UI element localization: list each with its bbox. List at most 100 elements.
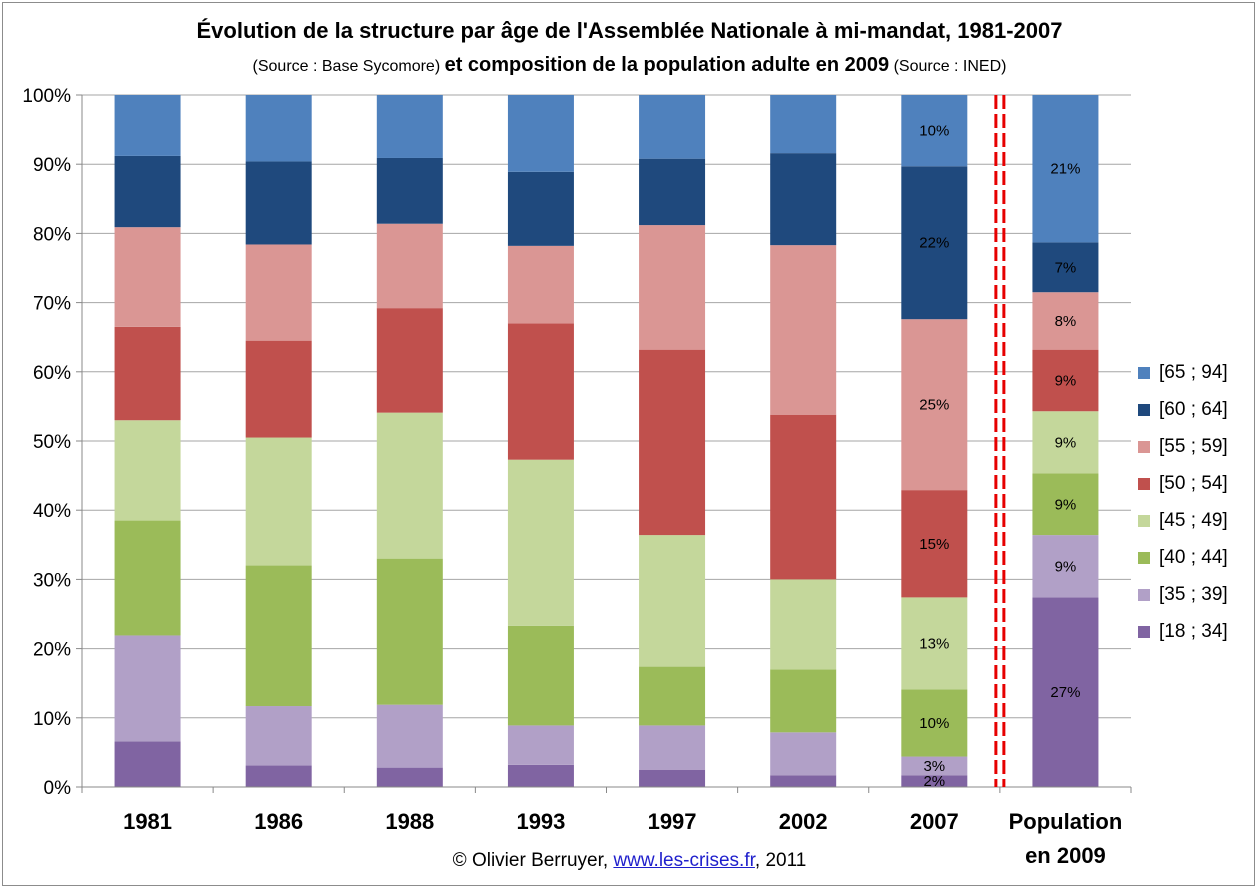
- axes: 0% 10% 20% 30% 40% 50% 60% 70% 80% 90% 100% 1981 198…: [22, 86, 1132, 868]
- bar-segment: [376, 704, 443, 768]
- bar-segment: [639, 95, 706, 159]
- legend-label: [65 ; 94]: [1159, 361, 1228, 383]
- bar-segment: [245, 244, 312, 341]
- data-label: 15%: [919, 536, 949, 553]
- bar-segment: [114, 326, 181, 421]
- legend-item: [65 ; 94]: [1138, 354, 1228, 391]
- chart-title: Évolution de la structure par âge de l'A…: [196, 18, 1063, 43]
- bar-segment: [507, 171, 574, 246]
- bar-segment: [770, 95, 837, 154]
- legend: [65 ; 94] [60 ; 64] [55 ; 59] [50 ; 54] [45 …: [1138, 354, 1228, 650]
- bar-segment: [1032, 292, 1099, 350]
- legend-label: [45 ; 49]: [1159, 509, 1228, 531]
- bar-segment: [1032, 535, 1099, 598]
- bar-segment: [901, 689, 968, 757]
- bar-segment: [245, 765, 312, 787]
- bar-segment: [507, 323, 574, 460]
- bar-segment: [114, 420, 181, 521]
- bar-segment: [901, 756, 968, 776]
- footer-link[interactable]: www.les-crises.fr: [613, 850, 755, 871]
- data-label: 21%: [1050, 161, 1080, 178]
- bar-segment: [639, 349, 706, 536]
- bar-segment: [507, 245, 574, 324]
- bar-segment: [245, 161, 312, 245]
- data-label: 13%: [919, 635, 949, 652]
- x-tick-label: 1993: [516, 809, 565, 834]
- bar-segment: [901, 490, 968, 598]
- data-label: 9%: [1055, 434, 1077, 451]
- bar-segment: [770, 579, 837, 670]
- x-tick-label: Population: [1009, 809, 1123, 834]
- legend-item: [55 ; 59]: [1138, 428, 1228, 465]
- legend-label: [18 ; 34]: [1159, 620, 1228, 642]
- subtitle-source-ined: (Source : INED): [893, 58, 1007, 75]
- legend-swatch: [1138, 588, 1150, 601]
- subtitle-main: et composition de la population adulte e…: [444, 54, 890, 76]
- y-tick-label: 10%: [33, 709, 71, 730]
- gridlines: [82, 94, 1131, 788]
- legend-item: [50 ; 54]: [1138, 465, 1228, 502]
- legend-swatch: [1138, 440, 1150, 453]
- y-tick-label: 40%: [33, 501, 71, 522]
- bar-segment: [376, 157, 443, 224]
- bar-segment: [901, 95, 968, 167]
- x-tick-label: en 2009: [1025, 843, 1106, 868]
- data-label: 9%: [1055, 558, 1077, 575]
- data-label: 10%: [919, 123, 949, 140]
- bar-segment: [376, 558, 443, 705]
- bar-segment: [1032, 597, 1099, 787]
- data-label: 9%: [1055, 372, 1077, 389]
- footer-year: , 2011: [754, 850, 807, 871]
- bar-segment: [901, 775, 968, 787]
- x-tick-label: 2007: [910, 809, 959, 834]
- legend-swatch: [1138, 551, 1150, 564]
- bar-segment: [507, 764, 574, 787]
- bar-segment: [1032, 411, 1099, 474]
- y-tick-label: 100%: [22, 86, 71, 107]
- bar-segment: [639, 158, 706, 226]
- separator-line: [994, 95, 1006, 787]
- bar-segment: [245, 340, 312, 438]
- bar-segment: [639, 225, 706, 350]
- y-tick-label: 50%: [33, 432, 71, 453]
- bar-segment: [376, 412, 443, 559]
- legend-item: [45 ; 49]: [1138, 502, 1228, 539]
- data-label: 27%: [1050, 684, 1080, 701]
- footer-credit: © Olivier Berruyer, www.les-crises.fr, 2…: [0, 850, 1259, 872]
- bar-segment: [770, 732, 837, 776]
- bar-segment: [114, 155, 181, 228]
- data-label: 10%: [919, 715, 949, 732]
- data-label: 25%: [919, 397, 949, 414]
- y-tick-label: 60%: [33, 363, 71, 384]
- bar-segment: [245, 565, 312, 707]
- bar-segment: [376, 308, 443, 413]
- bar-segment: [639, 769, 706, 787]
- data-label: 8%: [1055, 313, 1077, 330]
- footer-copyright: © Olivier Berruyer,: [452, 850, 609, 871]
- subtitle-source-sycomore: (Source : Base Sycomore): [252, 58, 441, 75]
- bar-segment: [770, 669, 837, 733]
- bar-segment: [901, 166, 968, 320]
- bar-segment: [114, 635, 181, 742]
- x-tick-label: 1981: [123, 809, 172, 834]
- bar-segment: [114, 227, 181, 327]
- bar-segment: [639, 666, 706, 726]
- legend-item: [35 ; 39]: [1138, 576, 1228, 613]
- y-tick-label: 20%: [33, 640, 71, 661]
- x-tick-label: 1986: [254, 809, 303, 834]
- bar-segment: [114, 520, 181, 636]
- bar-segment: [639, 535, 706, 667]
- bar-segment: [770, 153, 837, 246]
- y-tick-label: 90%: [33, 155, 71, 176]
- bar-segment: [1032, 349, 1099, 412]
- legend-item: [18 ; 34]: [1138, 613, 1228, 650]
- x-tick-label: 1997: [648, 809, 697, 834]
- bar-segment: [770, 245, 837, 415]
- legend-label: [50 ; 54]: [1159, 472, 1228, 494]
- legend-item: [40 ; 44]: [1138, 539, 1228, 576]
- legend-swatch: [1138, 403, 1150, 416]
- bar-segment: [901, 319, 968, 491]
- data-label: 22%: [919, 235, 949, 252]
- bar-segment: [245, 437, 312, 566]
